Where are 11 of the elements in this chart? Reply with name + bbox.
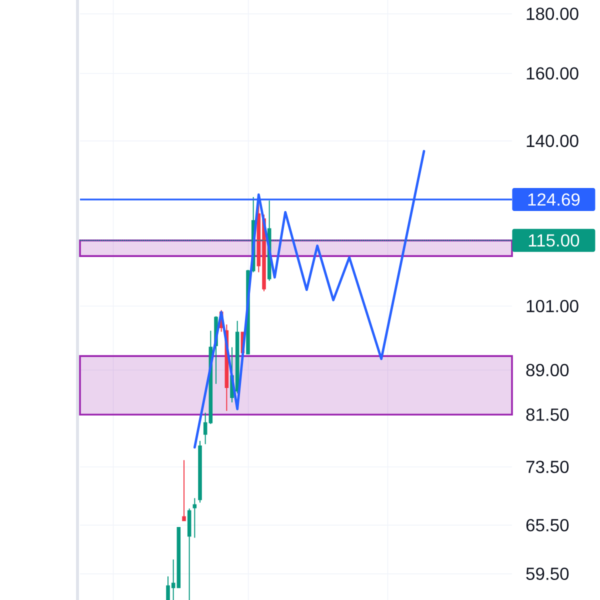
y-tick-label: 59.50 [526,568,569,580]
y-tick-label: 73.50 [526,460,569,474]
y-tick-label: 81.50 [526,408,569,421]
ref-line-label: 124.69 [528,193,580,206]
y-tick-label: 180.00 [526,8,578,20]
ref-line-label: 115.00 [528,234,580,247]
y-tick-label: 101.00 [526,300,578,312]
y-tick-label: 65.50 [526,519,569,532]
y-tick-label: 160.00 [526,67,578,80]
y-tick-label: 89.00 [526,364,569,376]
y-tick-label: 140.00 [526,134,578,148]
